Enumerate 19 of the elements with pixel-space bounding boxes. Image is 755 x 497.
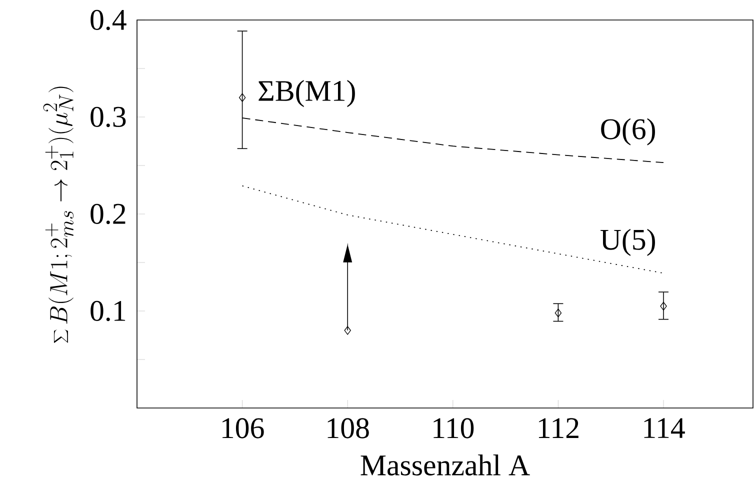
x-tick-label: 114 bbox=[644, 418, 685, 438]
point bbox=[660, 302, 667, 310]
point bbox=[554, 308, 562, 318]
y-tick-label: 0.4 bbox=[90, 10, 126, 30]
point bbox=[238, 93, 246, 102]
line-series bbox=[242, 185, 664, 274]
x-tick-label: 112 bbox=[538, 418, 578, 438]
series-label: O(6) bbox=[601, 118, 655, 146]
point bbox=[344, 326, 351, 335]
x-tick-label: 108 bbox=[328, 418, 369, 438]
y-axis-title: $\sum B(M1;2^+_{ms}\to 2^+_1)(\mu_N^2)$ bbox=[43, 86, 74, 343]
y-tick-label: 0.3 bbox=[90, 106, 126, 128]
series-label: U(5) bbox=[600, 228, 655, 256]
y-tick-label: 0.1 bbox=[90, 300, 126, 322]
x-axis-title: Massenzahl A bbox=[360, 454, 530, 476]
x-tick-label: 110 bbox=[434, 418, 474, 438]
y-tick-label: 0.2 bbox=[90, 204, 126, 224]
x-tick-label: 106 bbox=[222, 418, 264, 438]
series-label: ΣB(M1) bbox=[258, 80, 355, 108]
